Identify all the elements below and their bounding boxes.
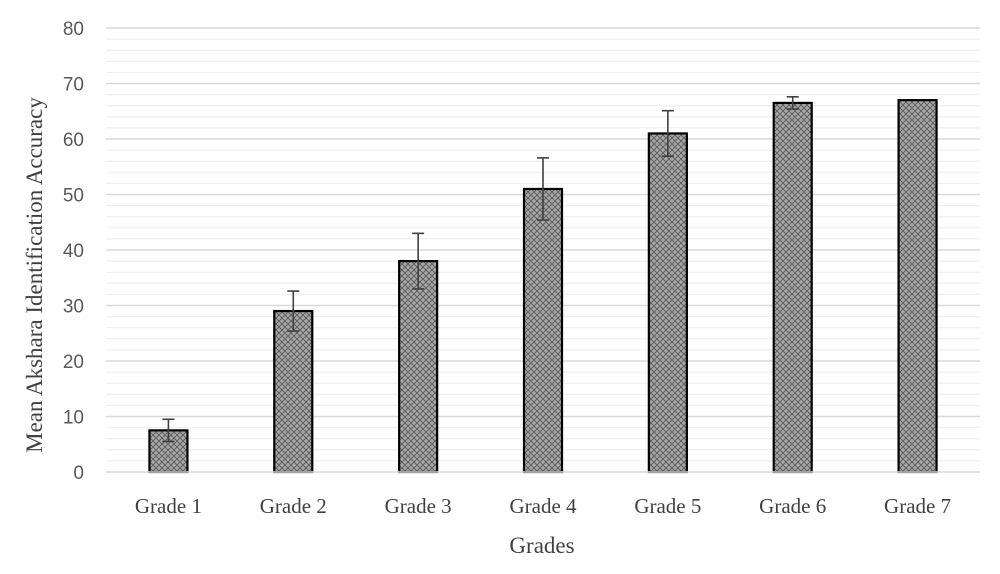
error-bar [287, 290, 300, 332]
x-tick-label: Grade 6 [759, 494, 826, 518]
y-tick-label: 80 [63, 19, 84, 40]
y-tick-label: 0 [73, 463, 84, 484]
x-tick-label: Grade 7 [884, 494, 951, 518]
y-tick-label: 50 [63, 186, 84, 207]
error-bar [661, 109, 674, 158]
bar [647, 132, 688, 474]
x-tick-label: Grade 1 [135, 494, 202, 518]
error-bar [162, 418, 175, 443]
error-bar [412, 232, 425, 290]
x-tick-label: Grade 2 [260, 494, 327, 518]
y-tick-label: 40 [63, 241, 84, 262]
y-axis-title: Mean Akshara Identification Accuracy [22, 97, 47, 453]
y-tick-label: 20 [63, 352, 84, 373]
y-tick-label: 30 [63, 297, 84, 318]
y-tick-label: 10 [63, 408, 84, 429]
bar [273, 309, 314, 474]
y-tick-label: 60 [63, 130, 84, 151]
error-bars [162, 96, 799, 443]
x-tick-label: Grade 4 [509, 494, 577, 518]
error-bar [537, 157, 549, 221]
x-tick-label: Grade 3 [385, 494, 452, 518]
x-axis-ticks: Grade 1 Grade 2 Grade 3 Grade 4 Grade 5 Grade… [135, 494, 951, 518]
bar [897, 99, 938, 474]
bar [398, 260, 439, 474]
bar [772, 101, 813, 474]
bars [148, 99, 938, 474]
y-axis-ticks: 0 10 20 30 40 50 60 70 80 [63, 19, 84, 484]
error-bar [786, 96, 799, 110]
x-axis-title: Grades [509, 533, 574, 558]
y-tick-label: 70 [63, 75, 84, 96]
x-tick-label: Grade 5 [634, 494, 701, 518]
bar [522, 187, 564, 474]
